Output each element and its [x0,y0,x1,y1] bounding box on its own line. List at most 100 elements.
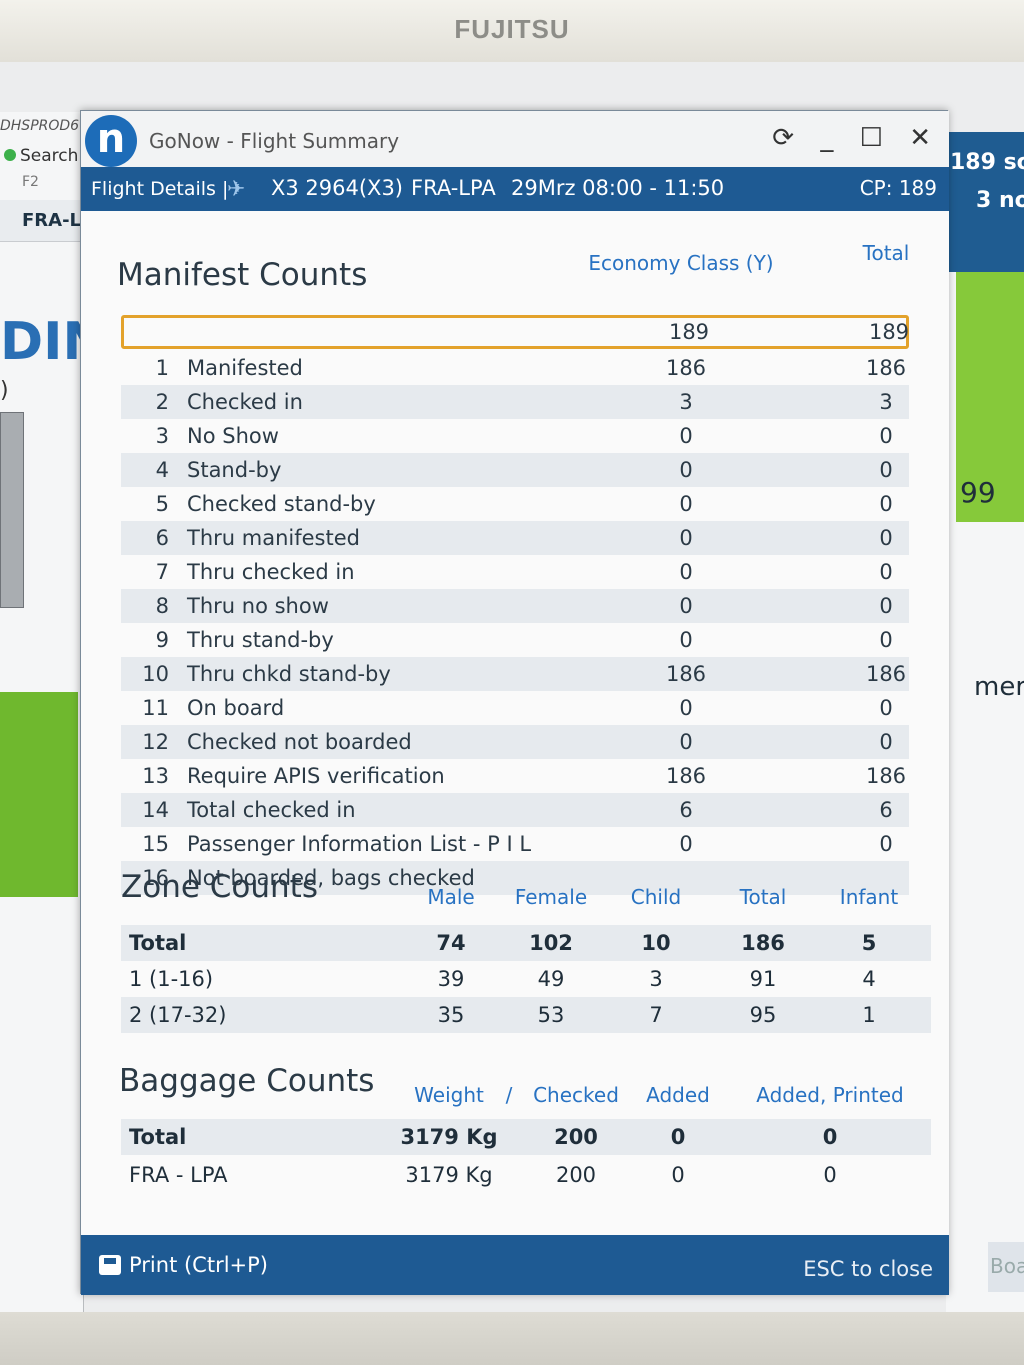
flight-details-bar: Flight Details | ✈ X3 2964(X3) FRA-LPA 2… [81,167,949,211]
zone-cell-infant: 1 [862,1003,876,1027]
manifest-row[interactable]: 3 No Show 0 0 [121,419,909,453]
manifest-row-total: 0 [879,628,893,652]
manifest-row-number: 9 [155,628,169,652]
monitor-brand-logo: FUJITSU [454,14,570,44]
manifest-row-number: 4 [155,458,169,482]
manifest-economy-total: 189 [668,320,710,344]
bg-right-header-line2: 3 no [976,188,1024,213]
zone-row-label: Total [129,931,187,955]
manifest-row-economy: 186 [665,356,707,380]
zone-cell-child: 7 [649,1003,663,1027]
manifest-row-number: 16 [142,866,169,890]
zone-col-infant: Infant [839,885,899,909]
gonow-logo-icon: n [85,115,137,167]
manifest-row-label: No Show [187,424,279,448]
flight-datetime: 29Mrz 08:00 - 11:50 [511,176,725,200]
manifest-row[interactable]: 6 Thru manifested 0 0 [121,521,909,555]
bg-grey-panel [0,412,24,608]
bg-green-panel-right [956,272,1024,522]
zone-cell-child: 3 [649,967,663,991]
manifest-row-total: 0 [879,458,893,482]
manifest-row-label: Require APIS verification [187,764,445,788]
baggage-row-label: FRA - LPA [129,1163,228,1187]
manifest-row[interactable]: 2 Checked in 3 3 [121,385,909,419]
manifest-row-economy: 0 [679,832,693,856]
manifest-row-economy: 0 [679,526,693,550]
background-app-left: DHSPROD6 Search F2 FRA-L DIN ) [0,112,106,1312]
manifest-row-total: 0 [879,594,893,618]
manifest-row[interactable]: 9 Thru stand-by 0 0 [121,623,909,657]
printer-icon [99,1255,121,1275]
zone-cell-infant: 5 [861,931,877,955]
manifest-row-number: 3 [155,424,169,448]
zone-col-child: Child [630,885,682,909]
bg-paren-text: ) [0,378,9,403]
refresh-icon[interactable]: ⟳ [772,123,801,153]
manifest-row[interactable]: 12 Checked not boarded 0 0 [121,725,909,759]
manifest-row[interactable]: 8 Thru no show 0 0 [121,589,909,623]
esc-close-hint[interactable]: ESC to close [803,1257,933,1281]
manifest-row-label: Manifested [187,356,303,380]
manifest-row-label: Thru checked in [187,560,355,584]
manifest-row[interactable]: 7 Thru checked in 0 0 [121,555,909,589]
manifest-row[interactable]: 16 Not boarded, bags checked [121,861,909,895]
manifest-row[interactable]: 4 Stand-by 0 0 [121,453,909,487]
baggage-col-weight: Weight [414,1083,484,1107]
bg-right-button[interactable]: Boa [988,1242,1024,1292]
dialog-title: GoNow - Flight Summary [149,129,400,153]
manifest-grand-total: 189 [868,320,910,344]
manifest-row-number: 6 [155,526,169,550]
baggage-cell-checked: 200 [555,1163,597,1187]
baggage-cell-added: 0 [670,1125,686,1149]
manifest-row[interactable]: 1 Manifested 186 186 [121,351,909,385]
close-icon[interactable]: ✕ [909,123,937,153]
zone-col-female: Female [514,885,588,909]
manifest-row-total: 0 [879,560,893,584]
manifest-col-total: Total [862,241,910,265]
manifest-row[interactable]: 13 Require APIS verification 186 186 [121,759,909,793]
bg-right-text: mer [974,672,1024,702]
zone-cell-total: 91 [749,967,777,991]
manifest-row-total: 0 [879,424,893,448]
cp-count: CP: 189 [859,176,937,200]
manifest-row-economy: 0 [679,424,693,448]
status-dot-icon [4,149,16,161]
bg-search-label: Search [20,146,79,166]
zone-row[interactable]: 2 (17-32) 35 53 7 95 1 [121,997,931,1033]
manifest-row-number: 8 [155,594,169,618]
baggage-cell-added: 0 [671,1163,685,1187]
manifest-row[interactable]: 5 Checked stand-by 0 0 [121,487,909,521]
baggage-col-added-printed: Added, Printed [756,1083,904,1107]
manifest-row-total: 186 [865,764,907,788]
print-button[interactable]: Print (Ctrl+P) [99,1253,268,1277]
manifest-row-economy: 0 [679,492,693,516]
maximize-icon[interactable]: ☐ [859,123,889,153]
zone-cell-female: 102 [529,931,573,955]
print-label: Print (Ctrl+P) [129,1253,268,1277]
bg-search-button[interactable]: Search [4,146,78,166]
baggage-counts-title: Baggage Counts [119,1063,375,1099]
bg-green-panel-left [0,692,78,897]
zone-row[interactable]: 1 (1-16) 39 49 3 91 4 [121,961,931,997]
manifest-row-economy: 6 [679,798,693,822]
manifest-row[interactable]: 15 Passenger Information List - P I L 0 0 [121,827,909,861]
manifest-row[interactable]: 10 Thru chkd stand-by 186 186 [121,657,909,691]
manifest-row-number: 1 [155,356,169,380]
dialog-footer: Print (Ctrl+P) ESC to close [81,1235,949,1295]
zone-row[interactable]: Total 74 102 10 186 5 [121,925,931,961]
manifest-row-economy: 0 [679,696,693,720]
manifest-row[interactable]: 14 Total checked in 6 6 [121,793,909,827]
baggage-cell-checked: 200 [554,1125,598,1149]
baggage-row[interactable]: Total 3179 Kg 200 0 0 [121,1119,931,1155]
minimize-icon[interactable]: _ [820,123,840,153]
manifest-row[interactable]: 11 On board 0 0 [121,691,909,725]
manifest-row-label: Thru chkd stand-by [187,662,391,686]
manifest-row-label: Stand-by [187,458,282,482]
zone-cell-total: 186 [741,931,785,955]
zone-row-label: 1 (1-16) [129,967,214,991]
dialog-content: Manifest Counts Economy Class (Y) Total … [81,211,949,1235]
manifest-row-number: 14 [142,798,169,822]
baggage-row[interactable]: FRA - LPA 3179 Kg 200 0 0 [121,1157,931,1193]
manifest-header-values-row[interactable]: 189 189 [121,315,909,349]
manifest-col-economy: Economy Class (Y) [588,251,774,275]
